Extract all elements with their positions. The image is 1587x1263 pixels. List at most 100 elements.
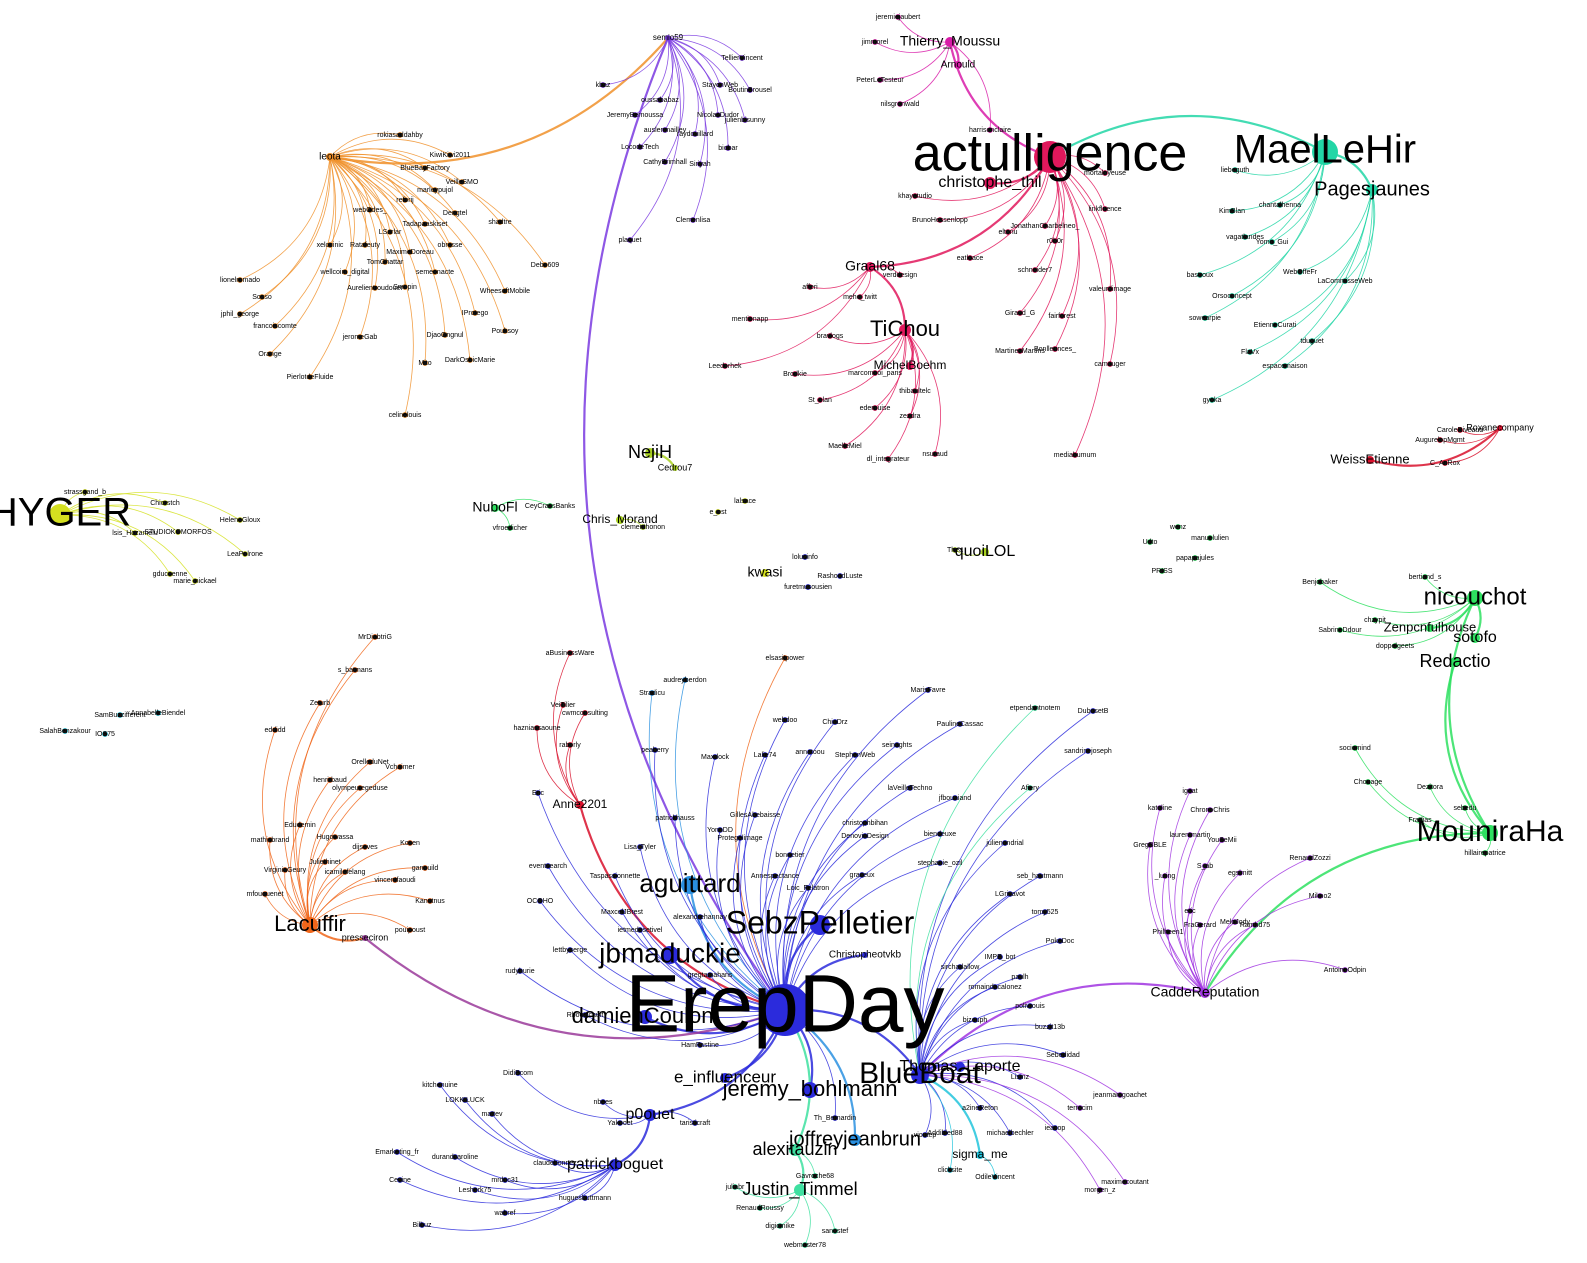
node-label: xelocinic — [317, 242, 344, 249]
edge — [724, 266, 871, 367]
node-label: mfouquenet — [247, 891, 284, 898]
node-label: aBusinessWare — [546, 650, 595, 657]
node-label: chantalhenna — [1259, 202, 1301, 209]
node — [1017, 974, 1023, 980]
node-label: khayatudio — [898, 193, 932, 200]
edge — [399, 1164, 616, 1204]
edge — [1311, 189, 1375, 342]
node — [367, 759, 373, 765]
edge — [919, 1024, 1051, 1076]
hub-node — [1366, 184, 1378, 196]
node — [352, 667, 358, 673]
hub-node — [1497, 425, 1503, 431]
node — [1437, 437, 1443, 443]
node-label: icamilefelang — [325, 869, 366, 876]
node-label: WebOffeFr — [1283, 269, 1318, 276]
node-label: marcomooi_paris — [848, 370, 902, 377]
edge — [329, 156, 373, 338]
node-label: kitchenuine — [422, 1082, 458, 1089]
node-label: nbees — [593, 1099, 613, 1106]
node — [862, 833, 868, 839]
node-label: oussababaz — [641, 97, 679, 104]
edge — [584, 1009, 786, 1041]
edge — [329, 156, 411, 253]
node — [452, 210, 458, 216]
node — [427, 898, 433, 904]
node-label: Aurelientroudouer — [347, 285, 403, 292]
node-label: valeurdimage — [1089, 286, 1131, 293]
node-label: mediabumum — [1054, 452, 1097, 459]
hub-label: ErepDay — [625, 959, 944, 1050]
node — [1229, 293, 1235, 299]
node-label: Kosen — [400, 840, 420, 847]
node — [1482, 850, 1488, 856]
node-label: Lesherk75 — [459, 1187, 492, 1194]
node — [1052, 346, 1058, 352]
node-label: durandcaroline — [432, 1154, 478, 1161]
hub-label: semio59 — [653, 33, 684, 42]
node-label: Thea — [947, 547, 963, 554]
node — [872, 39, 878, 45]
node-label: Lalie74 — [754, 752, 777, 759]
node — [1427, 784, 1433, 790]
edge — [1439, 427, 1501, 444]
node — [422, 865, 428, 871]
node — [805, 584, 811, 590]
edge — [667, 37, 708, 221]
node-label: sebedu — [1454, 805, 1477, 812]
node — [1197, 922, 1203, 928]
node-label: MartinezMartins — [995, 348, 1045, 355]
node-label: marie_nickael — [173, 578, 217, 585]
edge — [879, 41, 951, 81]
node — [402, 197, 408, 203]
node-label: Maxdock — [701, 754, 730, 761]
node-label: OCOHO — [527, 898, 554, 905]
node — [332, 834, 338, 840]
node-label: bizouph — [963, 1017, 988, 1024]
node — [739, 55, 745, 61]
edge — [775, 754, 856, 1011]
node — [805, 885, 811, 891]
node — [402, 284, 408, 290]
edge — [869, 156, 1051, 269]
hub-node — [810, 915, 830, 935]
node-label: nsuraud — [922, 451, 947, 458]
node-label: espacemaison — [1262, 363, 1307, 370]
edge — [1204, 921, 1236, 994]
node — [777, 1223, 783, 1229]
edge — [329, 156, 427, 364]
node-label: HamFastine — [681, 1042, 719, 1049]
node — [407, 840, 413, 846]
hub-node — [789, 1144, 801, 1156]
node-label: mentionapp — [732, 316, 769, 323]
hub-label: HYGER — [0, 491, 131, 535]
node-label: Orange — [258, 351, 281, 358]
hub-label: sotofo — [1453, 629, 1497, 646]
node — [992, 984, 998, 990]
node-label: DjaoGngnul — [427, 332, 464, 339]
node-label: Th_Bernardin — [814, 1115, 857, 1122]
edge — [897, 16, 951, 43]
node — [715, 112, 721, 118]
node — [342, 269, 348, 275]
node — [387, 229, 393, 235]
node — [1237, 870, 1243, 876]
node-label: Loic_Felatron — [787, 885, 830, 892]
node — [972, 1017, 978, 1023]
node — [1192, 555, 1198, 561]
node-label: taristicraft — [680, 1120, 710, 1127]
node-label: DenovinDesign — [841, 833, 889, 840]
hub-node — [1034, 141, 1066, 173]
node-label: PeterLeTesteur — [856, 77, 904, 84]
node-label: audreyberdon — [663, 677, 706, 684]
node — [397, 764, 403, 770]
edge — [504, 1164, 616, 1190]
edge — [819, 329, 906, 401]
node — [752, 812, 758, 818]
hub-node — [981, 548, 989, 556]
edge — [784, 797, 956, 1011]
node-label: IProtego — [462, 310, 489, 317]
node-label: obresse — [438, 242, 463, 249]
node-label: webdoo — [772, 717, 798, 724]
